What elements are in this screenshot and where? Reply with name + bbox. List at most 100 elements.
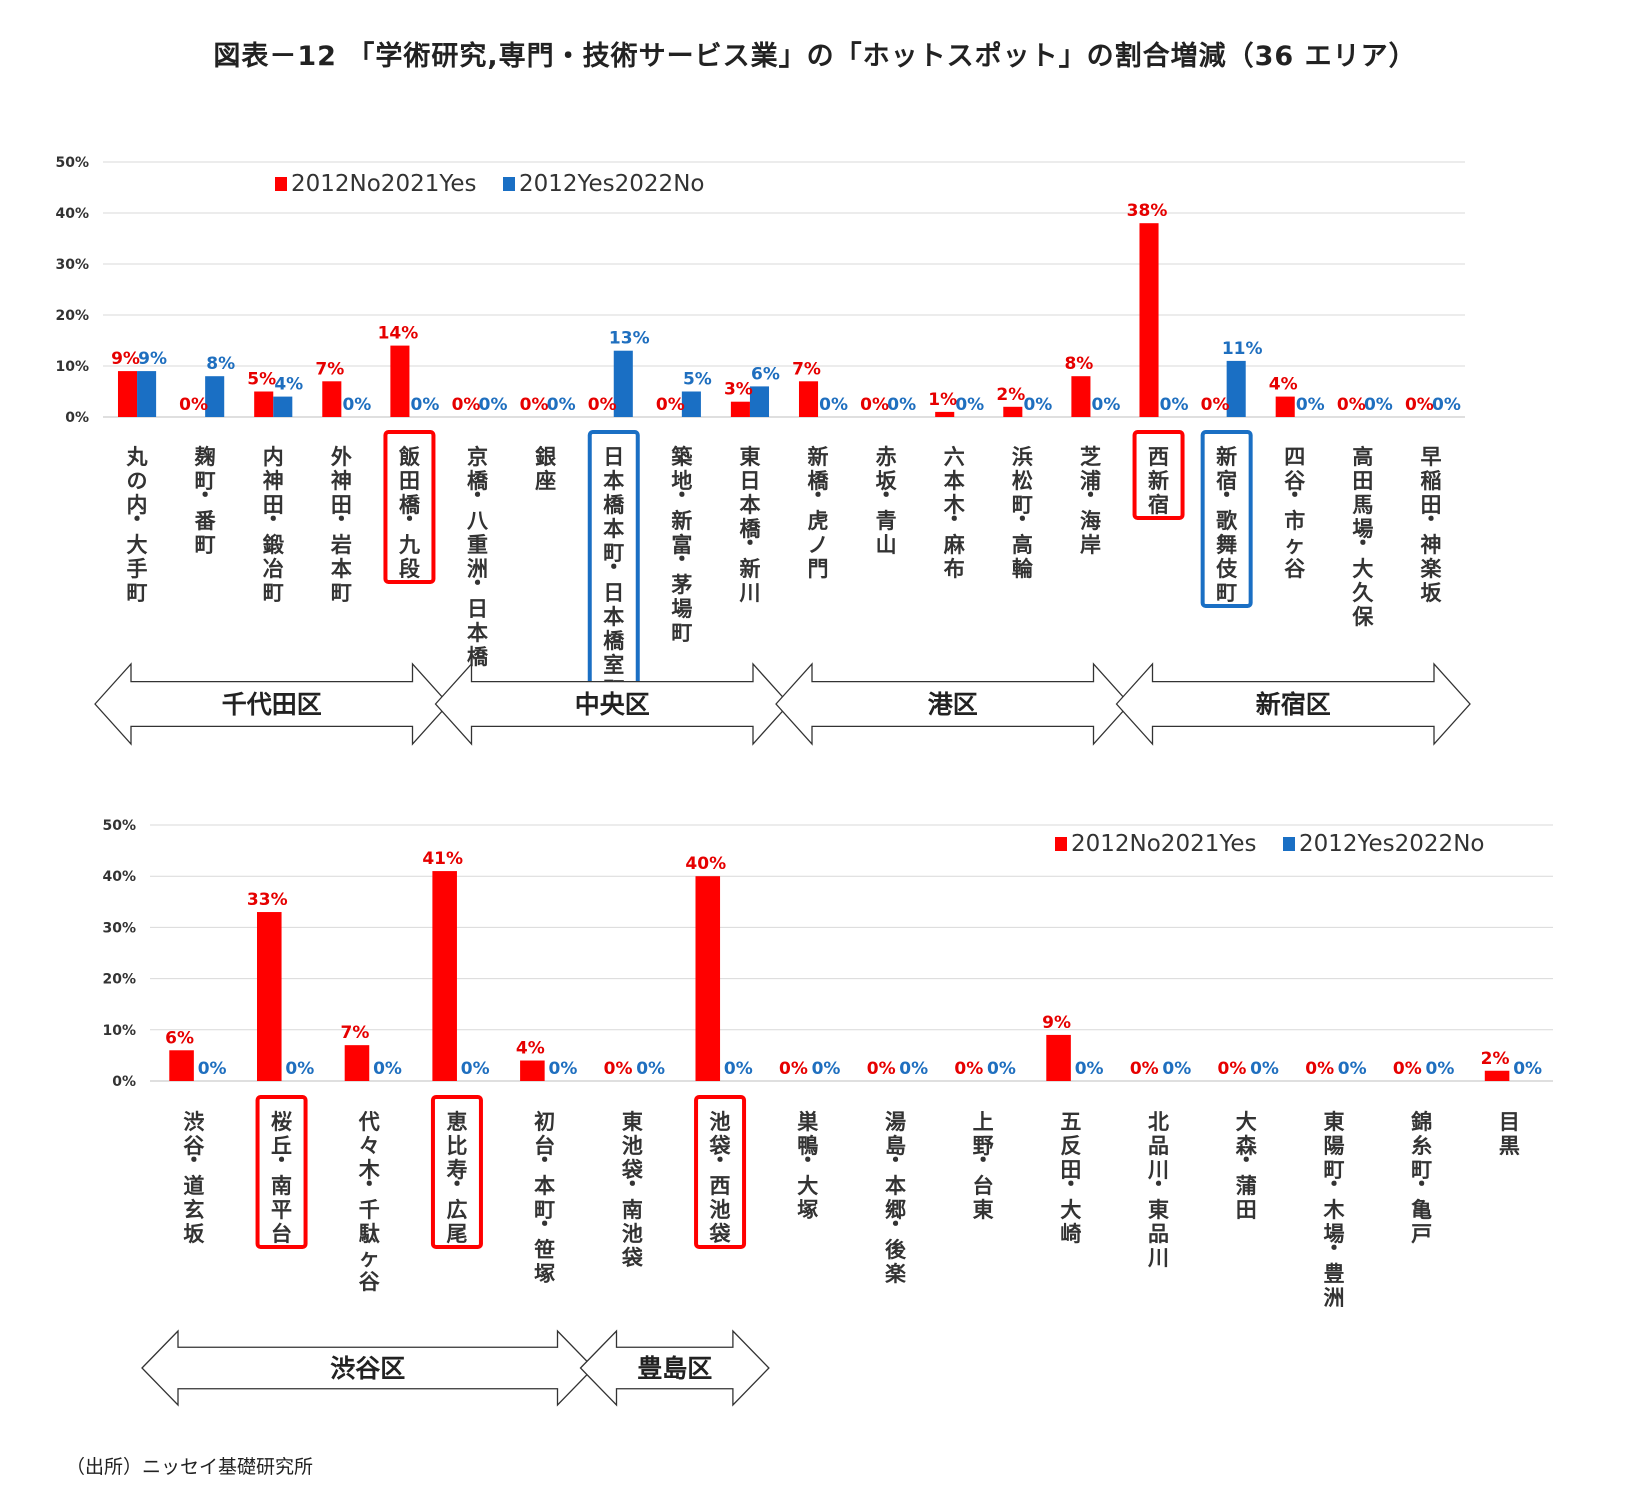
data-label-red: 7% [792,359,821,379]
y-tick-label: 0% [65,410,89,426]
highlight-box [430,1095,483,1249]
data-label-red: 0% [779,1059,808,1079]
data-label-red: 0% [1218,1059,1247,1079]
ward-arrow [579,1329,770,1407]
category-char: ・ [399,507,420,531]
bar-blue [205,376,225,417]
category-char: 塚 [797,1198,818,1222]
data-label-red: 0% [1405,395,1434,415]
category-char: 洲 [467,557,488,581]
data-label-red: 0% [452,395,481,415]
category-label: 北品川・東品川 [1147,1110,1169,1270]
category-char: ・ [127,507,148,531]
data-label-red: 0% [860,395,889,415]
category-label: 京橋・八重洲・日本橋 [467,445,489,669]
y-tick-label: 40% [102,869,136,885]
category-label: 目黒 [1499,1110,1520,1158]
data-label-blue: 0% [1338,1059,1367,1079]
category-char: 橋 [603,629,625,653]
data-label-red: 0% [520,395,549,415]
category-char: 日 [739,469,760,493]
data-label-blue: 0% [1162,1059,1191,1079]
category-char: 坂 [876,469,898,493]
data-label-red: 7% [315,359,344,379]
category-label: 恵比寿・広尾 [446,1110,467,1246]
category-char: 楽 [1420,557,1442,581]
category-char: 手 [127,557,148,581]
category-char: 丸 [126,445,149,469]
category-char: 桜 [271,1110,292,1134]
data-label-red: 3% [724,380,753,400]
bar-red [256,912,282,1081]
category-char: 大 [127,533,148,557]
category-char: 四 [1284,445,1305,469]
category-char: 山 [876,533,897,557]
category-char: 池 [622,1222,643,1246]
data-label-blue: 0% [955,395,984,415]
highlight-box [255,1095,308,1249]
category-char: 町 [1411,1158,1432,1182]
category-char: 浦 [1080,469,1101,493]
category-char: 町 [1216,581,1237,605]
data-label-red: 0% [588,395,617,415]
category-char: ・ [1411,1172,1432,1196]
category-char: 町 [331,581,352,605]
data-label-blue: 9% [138,349,167,369]
category-char: 湯 [885,1110,906,1134]
bar-red [169,1050,194,1081]
category-char: 木 [943,493,966,517]
category-char: 岸 [1080,533,1101,557]
data-label-red: 0% [1305,1059,1334,1079]
bar-blue [137,371,157,417]
data-label-blue: 0% [285,1059,314,1079]
data-label-blue: 0% [887,395,916,415]
category-label: 池袋・西池袋 [709,1110,732,1246]
category-char: 広 [446,1198,467,1222]
category-char: 々 [359,1134,380,1158]
category-char: ・ [467,571,488,595]
category-char: 橋 [467,469,489,493]
category-char: 飯 [398,445,420,469]
category-char: 場 [1323,1222,1344,1246]
data-label-blue: 0% [1023,395,1052,415]
category-char: ・ [1352,531,1373,555]
category-char: 橋 [603,493,625,517]
category-char: ・ [1216,483,1237,507]
category-char: ・ [944,507,965,531]
category-label: 四谷・市ヶ谷 [1284,445,1306,581]
data-label-red: 0% [1130,1059,1159,1079]
bar-red [1275,396,1295,417]
category-char: ・ [876,483,897,507]
data-label-red: 2% [1481,1049,1510,1069]
category-char: 新 [808,445,829,469]
category-char: ヶ [1284,533,1305,557]
data-label-blue: 0% [636,1059,665,1079]
category-char: ・ [534,1212,555,1236]
bar-blue [273,396,293,417]
category-char: 橋 [808,469,830,493]
highlight-box [694,1095,747,1249]
data-label-red: 38% [1127,201,1168,221]
data-label-red: 14% [378,324,419,344]
category-char: 稲 [1420,469,1441,493]
category-char: 日 [467,597,488,621]
category-char: ・ [359,1172,380,1196]
data-label-blue: 0% [1432,395,1461,415]
category-char: 橋 [739,517,761,541]
category-char: 番 [194,509,217,533]
category-char: 南 [271,1174,292,1198]
category-char: ・ [797,1148,818,1172]
category-char: 陽 [1323,1134,1344,1158]
category-char: 目 [1499,1110,1520,1134]
category-char: 京 [467,445,488,469]
bar-red [1046,1034,1071,1081]
category-char: 海 [1080,509,1101,533]
category-char: 池 [622,1134,643,1158]
category-char: 本 [603,605,624,629]
legend-label: 2012No2021Yes [1071,831,1256,857]
category-char: 木 [358,1158,381,1182]
data-label-blue: 0% [899,1059,928,1079]
category-char: ・ [183,1148,204,1172]
